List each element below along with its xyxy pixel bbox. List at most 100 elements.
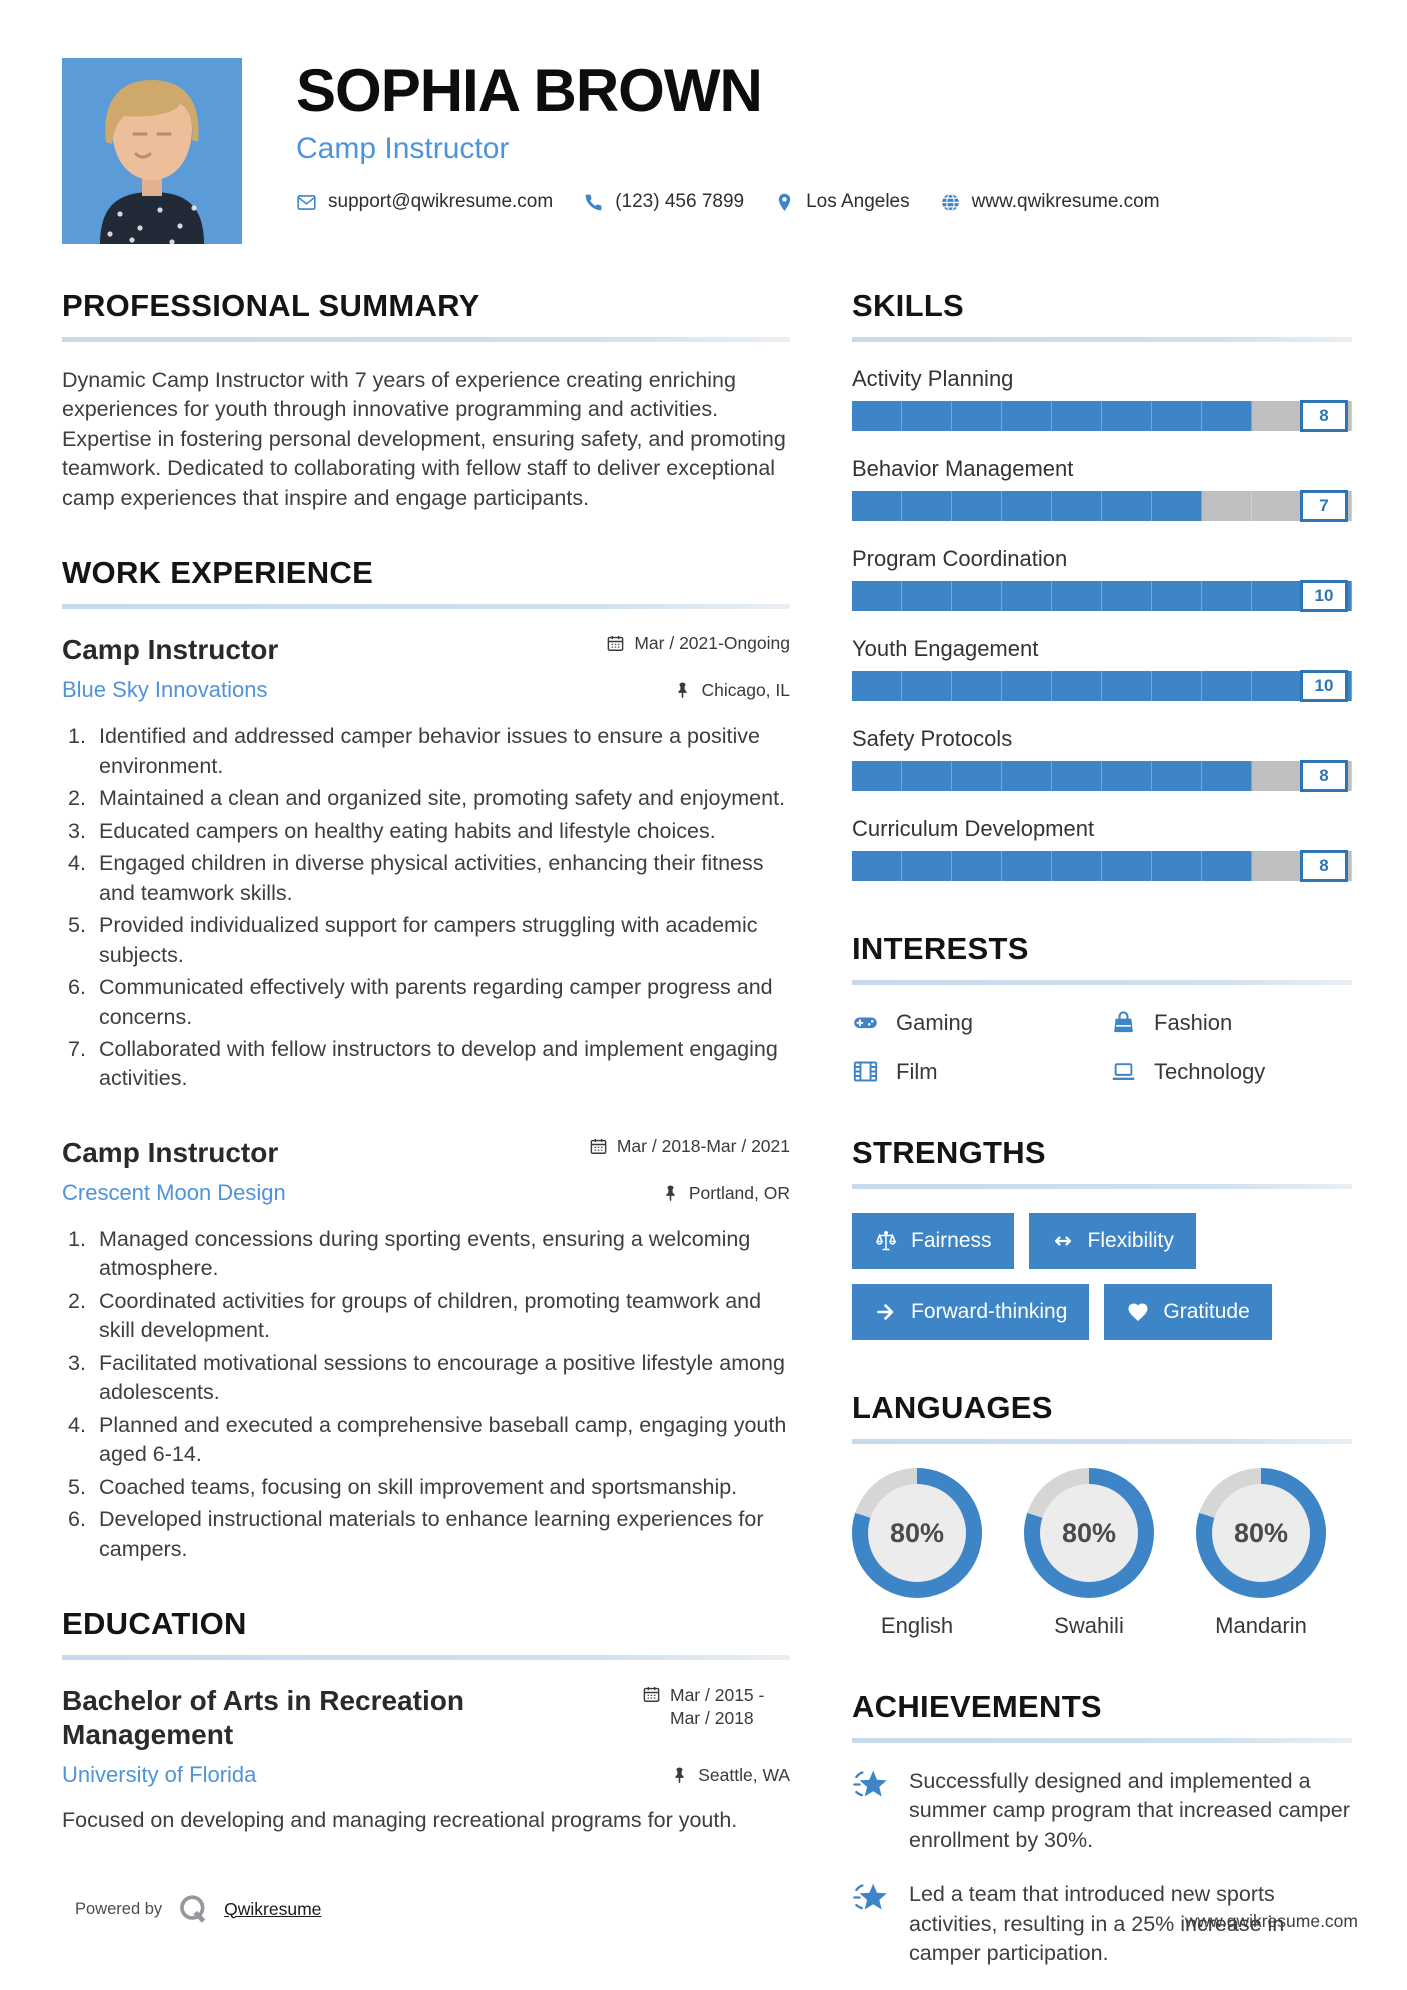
achievements-heading: ACHIEVEMENTS	[852, 1689, 1102, 1724]
left-column: PROFESSIONAL SUMMARY Dynamic Camp Instru…	[62, 288, 790, 1990]
strength-chip: Flexibility	[1028, 1213, 1196, 1269]
section-education: EDUCATION Bachelor of Arts in Recreation…	[62, 1606, 790, 1836]
bullet-item: Identified and addressed camper behavior…	[68, 722, 760, 778]
skill-bar-fill	[852, 851, 1252, 881]
job-location-text: Portland, OR	[688, 1182, 790, 1203]
languages-heading: LANGUAGES	[852, 1390, 1053, 1425]
strength-chip: Forward-thinking	[852, 1284, 1090, 1340]
job-date: Mar / 2018-Mar / 2021	[589, 1136, 790, 1157]
skill-list: Activity Planning 8 Behavior Management	[852, 366, 1352, 882]
bullet-item: Engaged children in diverse physical act…	[68, 849, 764, 905]
skill-rating-badge: 8	[1300, 850, 1348, 882]
strength-label: Forward-thinking	[911, 1300, 1068, 1323]
job-entry: Camp Instructor Mar / 2018-Mar / 2021 Cr…	[62, 1136, 790, 1564]
section-divider	[62, 1655, 790, 1660]
job-list: Camp Instructor Mar / 2021-Ongoing Blue …	[62, 633, 790, 1564]
section-divider	[852, 337, 1352, 342]
pushpin-icon	[670, 1765, 689, 1785]
job-bullets: Identified and addressed camper behavior…	[62, 722, 790, 1093]
job-entry: Camp Instructor Mar / 2021-Ongoing Blue …	[62, 633, 790, 1094]
language-list: 80% English 80% Swahi	[852, 1468, 1352, 1639]
star-icon	[852, 1880, 890, 1968]
skills-heading: SKILLS	[852, 288, 965, 323]
skill-bar: 8	[852, 850, 1352, 882]
profile-photo	[62, 58, 242, 244]
language-name: Swahili	[1054, 1613, 1124, 1638]
language-item: 80% Swahili	[1024, 1468, 1154, 1639]
interest-label: Film	[896, 1058, 938, 1084]
language-percent-label: 80%	[889, 1517, 945, 1548]
bullet-item: Developed instructional materials to enh…	[68, 1505, 764, 1561]
contact-item: (123) 456 7899	[583, 191, 744, 213]
section-divider	[852, 980, 1352, 985]
language-percent: 80%	[1212, 1484, 1310, 1582]
header-info: SOPHIA BROWN Camp Instructor support@qwi…	[296, 58, 1160, 213]
section-divider	[852, 1738, 1352, 1743]
interests-heading: INTERESTS	[852, 931, 1029, 966]
scales-icon	[874, 1229, 898, 1253]
strength-chip: Fairness	[852, 1213, 1014, 1269]
contact-text: www.qwikresume.com	[971, 191, 1160, 213]
skill-item: Behavior Management 7	[852, 456, 1352, 522]
interest-label: Gaming	[896, 1009, 974, 1035]
job-head: Camp Instructor Mar / 2021-Ongoing	[62, 633, 790, 667]
pushpin-icon	[673, 680, 692, 700]
language-percent-label: 80%	[1233, 1517, 1289, 1548]
job-subhead: Crescent Moon Design Portland, OR	[62, 1180, 790, 1206]
skill-rating-badge: 8	[1300, 760, 1348, 792]
language-percent: 80%	[868, 1484, 966, 1582]
bullet-item: Planned and executed a comprehensive bas…	[68, 1411, 787, 1467]
summary-heading: PROFESSIONAL SUMMARY	[62, 288, 480, 323]
section-divider	[852, 1439, 1352, 1444]
education-location: Seattle, WA	[670, 1765, 790, 1786]
skill-rating-badge: 10	[1300, 580, 1348, 612]
right-arrow-icon	[874, 1300, 898, 1324]
contact-row: support@qwikresume.com (123) 456 7899 Lo…	[296, 191, 1160, 213]
skill-bar-fill	[852, 761, 1252, 791]
shopping-bag-icon	[1110, 1009, 1137, 1036]
qwikresume-link[interactable]: Qwikresume	[224, 1898, 322, 1919]
left-right-arrow-icon	[1051, 1229, 1075, 1253]
bullet-item: Managed concessions during sporting even…	[68, 1225, 751, 1281]
candidate-title: Camp Instructor	[296, 132, 510, 166]
strength-chip: Gratitude	[1104, 1284, 1272, 1340]
job-location: Chicago, IL	[673, 680, 790, 701]
summary-text: Dynamic Camp Instructor with 7 years of …	[62, 368, 786, 510]
education-date: Mar / 2015 - Mar / 2018	[642, 1684, 790, 1730]
education-head: Bachelor of Arts in Recreation Managemen…	[62, 1684, 790, 1752]
degree-title: Bachelor of Arts in Recreation Managemen…	[62, 1685, 464, 1751]
heart-icon	[1126, 1300, 1150, 1324]
bullet-item: Facilitated motivational sessions to enc…	[68, 1349, 785, 1405]
language-donut-chart: 80%	[1024, 1468, 1154, 1598]
map-pin-icon	[774, 192, 795, 213]
contact-item: Los Angeles	[774, 191, 910, 213]
bullet-item: Coached teams, focusing on skill improve…	[68, 1473, 738, 1503]
skill-name: Safety Protocols	[852, 726, 1013, 751]
bullet-item: Provided individualized support for camp…	[68, 911, 758, 967]
contact-text: Los Angeles	[806, 191, 910, 213]
interest-label: Fashion	[1154, 1009, 1233, 1035]
skill-bar: 7	[852, 490, 1352, 522]
skill-item: Curriculum Development 8	[852, 816, 1352, 882]
skill-bar-fill	[852, 491, 1202, 521]
contact-text: (123) 456 7899	[615, 191, 745, 213]
laptop-icon	[1110, 1058, 1137, 1085]
contact-item: www.qwikresume.com	[940, 191, 1160, 213]
education-date-text: Mar / 2015 - Mar / 2018	[670, 1685, 765, 1728]
interest-item: Technology	[1110, 1058, 1352, 1085]
work-heading: WORK EXPERIENCE	[62, 555, 374, 591]
section-professional-summary: PROFESSIONAL SUMMARY Dynamic Camp Instru…	[62, 288, 790, 513]
skill-bar-fill	[852, 671, 1352, 701]
skill-bar-fill	[852, 581, 1352, 611]
language-name: Mandarin	[1215, 1613, 1307, 1638]
section-skills: SKILLS Activity Planning 8	[852, 288, 1352, 882]
strength-label: Fairness	[911, 1229, 992, 1252]
achievement-list: Successfully designed and implemented a …	[852, 1767, 1352, 1990]
education-description: Focused on developing and managing recre…	[62, 1808, 738, 1833]
section-divider	[62, 337, 790, 342]
contact-text: support@qwikresume.com	[328, 191, 554, 213]
content-columns: PROFESSIONAL SUMMARY Dynamic Camp Instru…	[0, 288, 1407, 1990]
interest-item: Gaming	[852, 1009, 1094, 1036]
job-subhead: Blue Sky Innovations Chicago, IL	[62, 677, 790, 703]
